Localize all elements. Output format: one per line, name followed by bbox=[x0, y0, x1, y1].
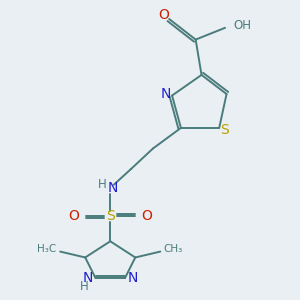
Text: CH₃: CH₃ bbox=[164, 244, 183, 254]
Text: H₃C: H₃C bbox=[38, 244, 57, 254]
Text: O: O bbox=[158, 8, 169, 22]
Text: S: S bbox=[220, 123, 229, 137]
Text: N: N bbox=[83, 271, 93, 285]
Text: H: H bbox=[98, 178, 106, 191]
Text: S: S bbox=[106, 209, 115, 223]
Text: N: N bbox=[127, 271, 137, 285]
Text: N: N bbox=[107, 181, 118, 195]
Text: H: H bbox=[80, 280, 89, 293]
Text: O: O bbox=[141, 209, 152, 223]
Text: N: N bbox=[160, 87, 171, 101]
Text: OH: OH bbox=[233, 19, 251, 32]
Text: O: O bbox=[69, 209, 80, 223]
